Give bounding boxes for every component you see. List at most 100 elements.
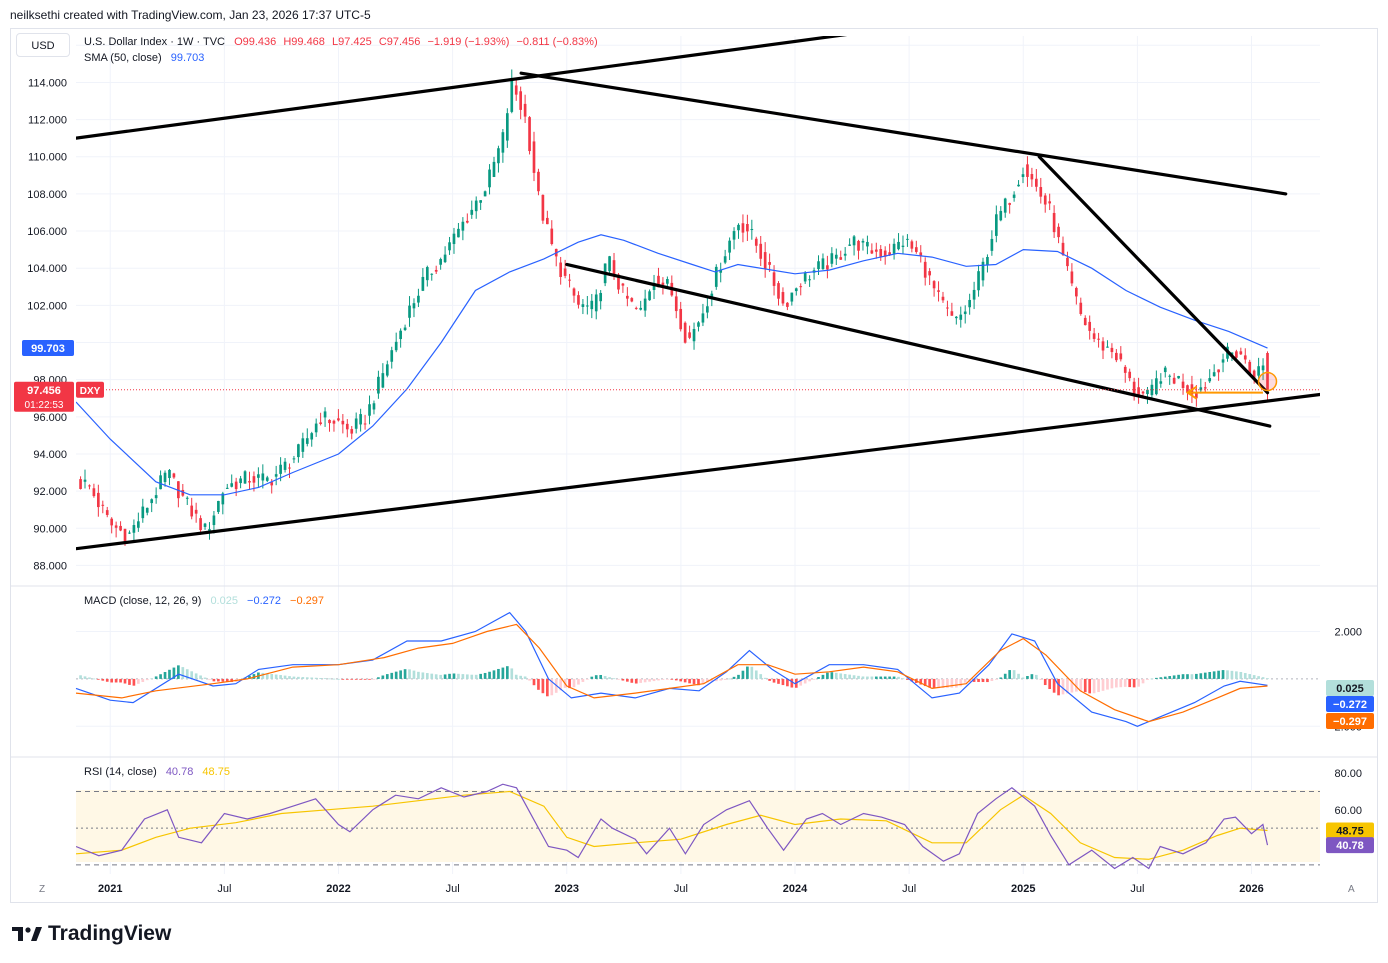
chart-frame (10, 28, 1378, 903)
candle-body (523, 103, 527, 117)
candle-body (390, 350, 394, 362)
macd-legend[interactable]: MACD (close, 12, 26, 9) 0.025 −0.272 −0.… (84, 595, 324, 607)
candle-body (768, 262, 771, 265)
macd-histogram-bar (1106, 678, 1109, 690)
candle-body (1261, 365, 1265, 371)
macd-histogram-bar (203, 677, 207, 679)
candle-body (101, 504, 105, 506)
macd-histogram-bar (461, 674, 465, 679)
candle-body (901, 245, 905, 247)
macd-histogram-bar (1043, 678, 1047, 686)
macd-histogram-bar (750, 666, 754, 679)
macd-histogram-bar (523, 676, 527, 679)
candle-body (1168, 375, 1172, 377)
macd-line-badge: −0.272 (1333, 699, 1367, 711)
macd-histogram-bar (79, 675, 82, 679)
candle-body (354, 418, 358, 429)
candle-body (1203, 387, 1207, 389)
candle-body (194, 509, 198, 514)
macd-histogram-bar (1235, 671, 1238, 679)
symbol-title[interactable]: U.S. Dollar Index · 1W · TVC (84, 36, 225, 48)
macd-histogram-bar (688, 678, 691, 684)
macd-histogram-bar (412, 670, 416, 679)
candle-body (550, 228, 554, 245)
x-tick-label: 2024 (783, 883, 808, 895)
candle-body (1212, 372, 1216, 377)
candle-body (1106, 346, 1109, 348)
candle-body (359, 414, 362, 425)
rsi-tick-label: 80.00 (1334, 768, 1362, 780)
macd-histogram-bar (768, 678, 771, 681)
macd-histogram-bar (350, 678, 354, 680)
macd-line (75, 611, 1268, 727)
candle-body (452, 233, 456, 245)
candle-body (532, 141, 536, 173)
macd-histogram-bar (803, 678, 807, 684)
candle-body (777, 283, 780, 299)
rsi-value: 40.78 (165, 766, 194, 778)
macd-histogram-bar (723, 678, 727, 680)
trendline[interactable] (76, 23, 932, 140)
brand[interactable]: TradingView (12, 922, 171, 946)
change-value-2: −0.811 (−0.83%) (516, 36, 598, 48)
candle-body (786, 302, 789, 307)
macd-histogram-bar (1239, 671, 1243, 679)
candle-body (723, 256, 727, 263)
macd-histogram-bar (1217, 670, 1220, 679)
macd-histogram-bar (594, 675, 598, 679)
macd-histogram-bar (1101, 678, 1105, 691)
macd-histogram-bar (185, 669, 189, 679)
candle-body (137, 521, 140, 528)
candle-body (1057, 226, 1060, 238)
macd-histogram-bar (821, 674, 825, 679)
candle-body (105, 510, 109, 515)
trendline[interactable] (1037, 155, 1270, 395)
macd-histogram-bar (692, 678, 696, 685)
macd-histogram-bar (208, 678, 211, 680)
macd-histogram-bar (1248, 674, 1252, 679)
candle-body (408, 305, 411, 318)
macd-histogram-bar (1052, 678, 1056, 693)
candle-body (1101, 341, 1105, 351)
zoom-left-button[interactable]: Z (39, 884, 46, 895)
macd-histogram-bar (528, 678, 531, 681)
candle-body (1155, 378, 1158, 395)
trendline[interactable] (76, 392, 1320, 551)
candle-body (879, 249, 883, 257)
macd-histogram-bar (310, 677, 314, 679)
macd-histogram-bar (937, 678, 940, 689)
macd-histogram-bar (572, 678, 576, 688)
macd-histogram-bar (754, 670, 758, 679)
rsi-legend[interactable]: RSI (14, close) 40.78 48.75 (84, 766, 230, 778)
candle-body (443, 254, 447, 263)
macd-histogram-bar (92, 678, 96, 680)
currency-button[interactable]: USD (16, 33, 70, 57)
candle-body (754, 238, 758, 246)
macd-histogram-bar (177, 665, 180, 679)
macd-histogram-bar (634, 678, 638, 684)
candle-body (1070, 271, 1074, 284)
macd-histogram-bar (292, 676, 296, 679)
candle-body (790, 292, 794, 302)
macd-histogram-bar (1159, 677, 1163, 679)
auto-scale-button[interactable]: A (1348, 884, 1355, 895)
macd-histogram-bar (599, 674, 603, 679)
annotation-circle[interactable] (1257, 371, 1278, 392)
candle-body (639, 307, 643, 310)
candle-body (79, 479, 82, 489)
macd-histogram-bar (181, 667, 185, 679)
macd-histogram-bar (639, 678, 643, 683)
macd-histogram-bar (492, 670, 496, 679)
macd-histogram-bar (550, 678, 554, 696)
macd-histogram-bar (505, 666, 509, 679)
trendline[interactable] (565, 262, 1272, 428)
trendline[interactable] (519, 71, 1288, 196)
candle-body (97, 492, 100, 508)
macd-histogram-bar (1070, 678, 1074, 693)
macd-histogram-bar (790, 678, 794, 688)
macd-histogram-bar (1026, 676, 1029, 679)
macd-histogram-bar (163, 672, 167, 679)
sma-legend[interactable]: SMA (50, close) 99.703 (84, 52, 204, 64)
macd-tick-label: 2.000 (1334, 627, 1362, 639)
